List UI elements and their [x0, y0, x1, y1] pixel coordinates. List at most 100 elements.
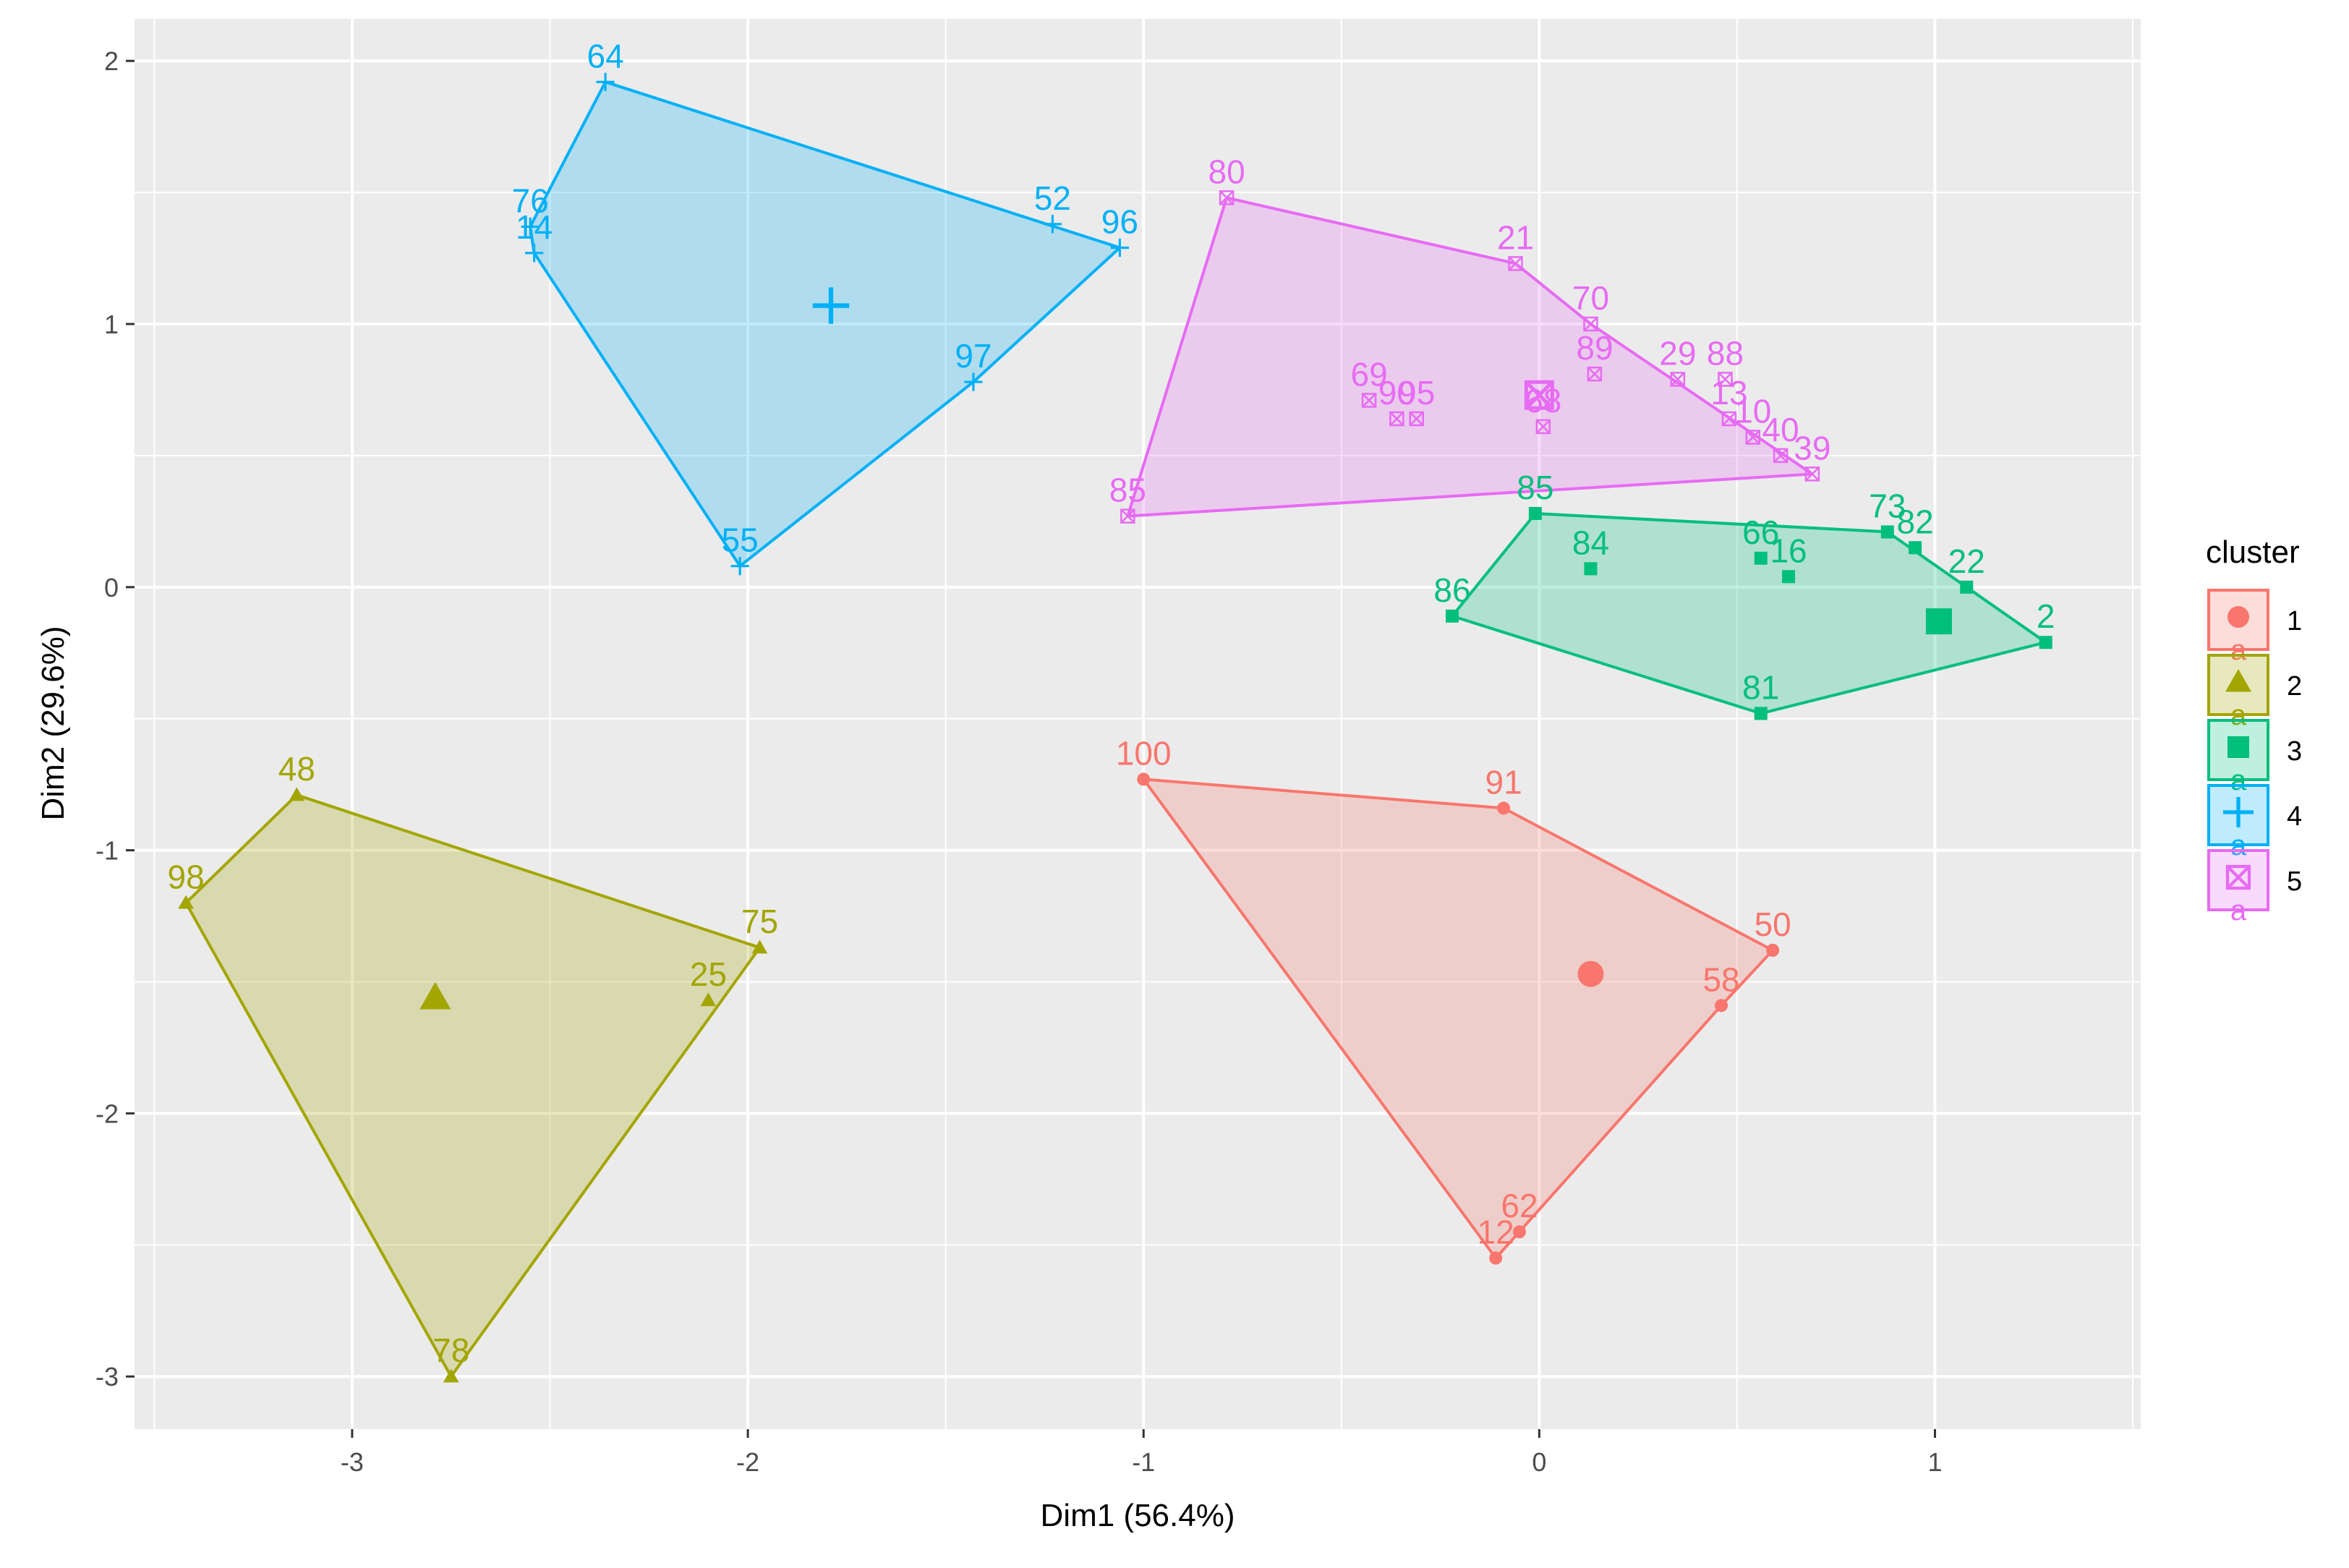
- cluster-3-point: [1445, 609, 1459, 623]
- x-axis: -3 -2 -1 0 1: [341, 1429, 1943, 1477]
- y-tick-label: 0: [104, 573, 119, 602]
- cluster-5-point: [1721, 411, 1737, 427]
- cluster-4-point: [596, 72, 615, 91]
- legend: cluster a 1 a 2 a 3 a 4 a 5: [2206, 534, 2302, 926]
- cluster-3-point-label: 73: [1869, 487, 1906, 524]
- cluster-5-point-label: 29: [1659, 334, 1696, 372]
- cluster-2-point: [178, 895, 194, 909]
- cluster-4-centroid: [812, 287, 850, 324]
- cluster-5-point-label: 89: [1576, 329, 1613, 367]
- cluster-4-point-label: 64: [587, 37, 624, 74]
- cluster-1-point-label: 50: [1755, 906, 1791, 943]
- cluster-2-point: [751, 939, 768, 954]
- legend-label-3: 3: [2287, 736, 2302, 767]
- cluster-1-point: [1512, 1225, 1526, 1239]
- cluster-3-point: [1782, 570, 1796, 584]
- cluster-3-point: [1909, 541, 1922, 555]
- cluster-5-point-label: 69: [1350, 356, 1387, 393]
- cluster-3-point: [1960, 580, 1974, 594]
- cluster-3-point: [1754, 551, 1768, 565]
- cluster-2-point-label: 25: [690, 955, 727, 993]
- legend-key-5-symbol: [2225, 864, 2251, 890]
- cluster-3-point-label: 66: [1742, 514, 1779, 551]
- cluster-5-point: [1535, 419, 1551, 435]
- cluster-5-point: [1670, 372, 1686, 387]
- y-tick-label: 1: [104, 310, 119, 339]
- y-axis: -3 -2 -1 0 1 2: [95, 46, 135, 1392]
- cluster-4-point: [521, 217, 540, 237]
- cluster-2-centroid: [419, 981, 451, 1010]
- legend-key-4-letter: a: [2230, 830, 2247, 861]
- cluster-4-point-label: 55: [722, 521, 759, 559]
- cluster-4-point-label: 97: [955, 337, 992, 375]
- legend-label-1: 1: [2287, 606, 2302, 636]
- legend-key-5: [2207, 849, 2269, 911]
- y-tick-label: -3: [95, 1362, 119, 1392]
- y-tick-label: 2: [104, 46, 119, 76]
- cluster-3-point-label: 85: [1517, 469, 1553, 506]
- cluster-5-point-label: 95: [1398, 374, 1435, 412]
- cluster-3-point-label: 16: [1770, 532, 1807, 569]
- legend-key-2-letter: a: [2230, 699, 2247, 731]
- cluster-3-point-label: 81: [1742, 668, 1779, 706]
- cluster-5-point: [1804, 466, 1820, 482]
- cluster-3-point-label: 2: [2037, 597, 2055, 635]
- cluster-1-point-label: 91: [1485, 763, 1522, 801]
- cluster-2-point-label: 48: [278, 750, 315, 788]
- cluster-1-point: [1715, 999, 1728, 1013]
- x-axis-title: Dim1 (56.4%): [1041, 1498, 1235, 1533]
- cluster-5-point: [1718, 372, 1733, 387]
- cluster-points: [178, 72, 2052, 1383]
- legend-label-2: 2: [2287, 671, 2302, 702]
- cluster-3-point-label: 22: [1948, 542, 1985, 580]
- cluster-4-point: [964, 372, 983, 391]
- legend-title: cluster: [2206, 534, 2300, 570]
- cluster-5-point-label: 88: [1707, 334, 1744, 372]
- cluster-1-point: [1766, 943, 1780, 957]
- cluster-5-point: [1361, 393, 1377, 408]
- cluster-5-point: [1120, 508, 1135, 524]
- cluster-4-point: [525, 244, 544, 263]
- legend-key-4-symbol: [2223, 797, 2254, 827]
- cluster-3-point: [1528, 506, 1542, 520]
- cluster-1-point: [1489, 1251, 1503, 1265]
- cluster-5-centroid: [1524, 380, 1554, 410]
- cluster-5-point-label: 80: [1208, 153, 1245, 190]
- cluster-3-point: [1584, 562, 1598, 576]
- cluster-4-point: [1043, 215, 1062, 234]
- cluster-3-point-label: 84: [1572, 524, 1609, 561]
- cluster-4-point-label: 76: [512, 182, 549, 219]
- cluster-5-point: [1583, 316, 1598, 332]
- cluster-1-point: [1137, 772, 1151, 786]
- cluster-4-point-label: 52: [1034, 179, 1071, 217]
- y-axis-title: Dim2 (29.6%): [35, 626, 71, 821]
- cluster-2-point: [289, 787, 305, 801]
- cluster-5-point-label: 40: [1762, 411, 1799, 448]
- cluster-5-point-label: 70: [1572, 279, 1609, 317]
- cluster-5-point: [1219, 190, 1235, 205]
- cluster-5-point-label: 85: [1109, 472, 1146, 509]
- cluster-1-point-label: 62: [1501, 1187, 1538, 1224]
- cluster-5-point-label: 21: [1497, 218, 1534, 256]
- cluster-3-point: [2039, 636, 2052, 649]
- cluster-2-point: [700, 992, 717, 1007]
- cluster-5-point: [1587, 366, 1603, 382]
- cluster-5-point: [1409, 411, 1424, 427]
- cluster-2-point-label: 78: [432, 1331, 469, 1369]
- legend-label-5: 5: [2287, 866, 2302, 897]
- cluster-1-point-label: 12: [1478, 1214, 1514, 1251]
- cluster-2-point-label: 75: [741, 903, 778, 940]
- cluster-5-point-label: 13: [1710, 374, 1747, 412]
- cluster-1-point-label: 58: [1702, 960, 1739, 998]
- cluster-3-point-label: 82: [1897, 503, 1934, 540]
- plot-panel: [135, 19, 2141, 1429]
- cluster-4-point: [1110, 238, 1129, 257]
- cluster-5-point: [1508, 256, 1523, 271]
- x-tick-label: 1: [1927, 1447, 1942, 1477]
- legend-key-3-letter: a: [2230, 764, 2247, 796]
- y-tick-label: -1: [95, 836, 119, 866]
- x-tick-label: -1: [1132, 1447, 1155, 1477]
- minor-gridlines: [135, 19, 2141, 1429]
- cluster-5-point-label: 39: [1794, 429, 1830, 466]
